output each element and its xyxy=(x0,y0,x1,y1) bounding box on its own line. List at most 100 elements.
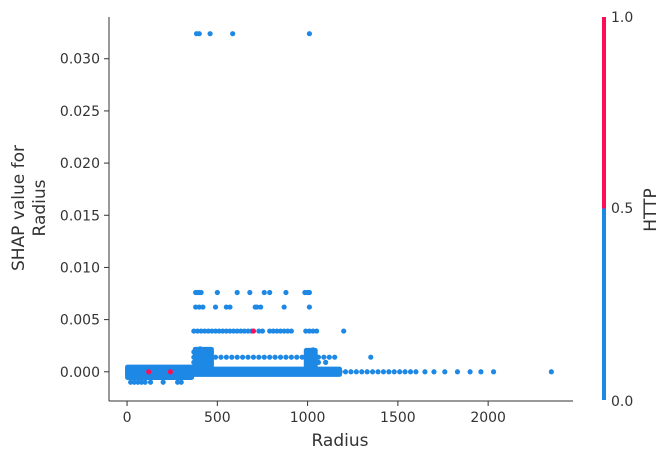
data-point xyxy=(151,373,157,379)
y-tick-label: 0.010 xyxy=(60,260,100,276)
data-point xyxy=(160,373,166,379)
data-point xyxy=(167,369,173,375)
y-axis-label-line1: SHAP value for xyxy=(9,145,29,271)
data-point xyxy=(202,328,208,334)
data-point xyxy=(240,354,246,360)
colorbar-label: HTTP xyxy=(641,188,661,232)
data-point xyxy=(209,328,215,334)
data-point xyxy=(175,379,181,385)
data-point xyxy=(207,359,213,365)
data-point xyxy=(218,354,224,360)
data-point xyxy=(332,369,338,375)
data-point xyxy=(315,359,322,365)
data-point xyxy=(180,369,186,375)
data-point xyxy=(288,369,294,375)
data-point xyxy=(364,369,370,375)
data-point xyxy=(283,289,289,296)
data-point xyxy=(321,354,327,360)
data-point xyxy=(234,289,240,296)
data-point xyxy=(135,369,141,375)
scatter-points xyxy=(126,31,554,385)
data-point xyxy=(258,304,264,310)
data-point xyxy=(261,289,267,296)
data-point xyxy=(135,379,141,385)
data-point xyxy=(196,31,202,37)
data-point xyxy=(277,328,284,334)
y-tick-label: 0.015 xyxy=(60,208,100,224)
data-point xyxy=(135,373,141,379)
data-point xyxy=(272,369,278,375)
colorbar-gradient xyxy=(602,17,606,400)
data-point xyxy=(153,369,159,375)
data-point xyxy=(164,369,170,375)
data-point xyxy=(478,369,484,375)
data-point xyxy=(391,369,397,375)
data-point xyxy=(128,373,134,379)
data-point xyxy=(288,328,294,334)
data-point xyxy=(310,354,316,360)
data-point xyxy=(454,369,461,375)
data-point xyxy=(160,379,166,385)
data-point xyxy=(380,369,387,375)
data-point xyxy=(397,369,403,375)
colorbar: 1.0 0.5 0.0 HTTP xyxy=(602,10,661,410)
data-point xyxy=(212,369,219,375)
data-point xyxy=(158,369,164,375)
data-point xyxy=(386,369,392,375)
data-point xyxy=(191,369,197,375)
data-point xyxy=(256,369,262,375)
data-point xyxy=(337,369,343,375)
data-point xyxy=(138,379,145,385)
data-point xyxy=(193,347,199,353)
data-point xyxy=(196,369,202,375)
data-point xyxy=(129,369,136,375)
data-point xyxy=(250,369,257,375)
data-point xyxy=(198,328,204,334)
data-point xyxy=(431,369,437,375)
data-point xyxy=(310,328,316,334)
data-point xyxy=(353,369,359,375)
y-tick-label: 0.030 xyxy=(60,52,100,68)
data-point xyxy=(304,354,311,360)
data-point xyxy=(131,379,137,385)
data-point xyxy=(314,328,320,334)
data-point xyxy=(247,289,253,296)
data-point xyxy=(216,328,222,334)
axes: 0 500 1000 1500 2000 0.000 0.005 0.010 0.015 0.02… xyxy=(60,17,573,426)
data-point xyxy=(272,354,278,360)
data-point xyxy=(369,369,376,375)
data-point xyxy=(230,31,236,37)
data-point xyxy=(229,369,235,375)
data-point xyxy=(288,354,294,360)
data-point xyxy=(368,354,374,360)
data-point xyxy=(212,304,219,310)
data-point xyxy=(220,328,226,334)
data-point xyxy=(198,289,204,296)
data-point xyxy=(348,369,354,375)
data-point xyxy=(326,354,332,360)
data-point xyxy=(267,289,273,296)
data-point xyxy=(274,328,280,334)
data-point xyxy=(259,328,266,334)
data-point xyxy=(212,328,219,334)
data-point xyxy=(342,369,349,375)
data-point xyxy=(126,369,132,375)
data-point xyxy=(207,369,213,375)
data-point xyxy=(294,354,300,360)
data-point xyxy=(212,354,219,360)
data-point xyxy=(422,369,428,375)
x-tick-label: 2000 xyxy=(470,410,506,426)
data-point xyxy=(229,354,235,360)
colorbar-tick-mid: 0.5 xyxy=(611,201,633,217)
data-point xyxy=(341,328,347,334)
data-point xyxy=(315,369,322,375)
data-point xyxy=(178,379,184,385)
data-point xyxy=(241,328,248,334)
colorbar-tick-low: 0.0 xyxy=(611,394,633,410)
data-point xyxy=(261,354,267,360)
data-point xyxy=(223,328,229,334)
y-tick-label: 0.005 xyxy=(60,313,100,329)
data-point xyxy=(267,354,273,360)
data-point xyxy=(193,304,199,310)
data-point xyxy=(306,328,313,334)
